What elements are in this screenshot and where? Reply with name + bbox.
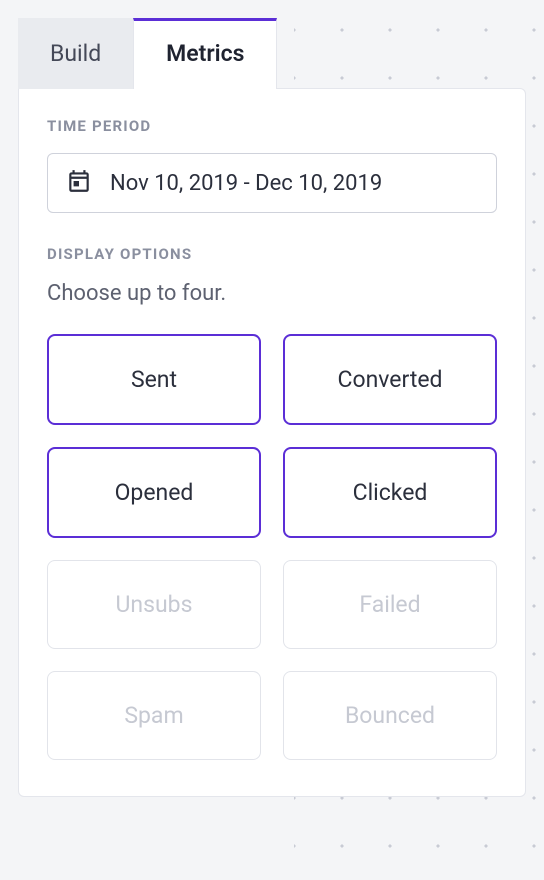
option-failed[interactable]: Failed — [283, 560, 497, 649]
option-spam[interactable]: Spam — [47, 671, 261, 760]
time-period-label: TIME PERIOD — [47, 117, 497, 135]
metrics-panel: TIME PERIOD Nov 10, 2019 - Dec 10, 2019 … — [18, 88, 526, 797]
option-opened[interactable]: Opened — [47, 447, 261, 538]
option-converted[interactable]: Converted — [283, 334, 497, 425]
date-range-value: Nov 10, 2019 - Dec 10, 2019 — [110, 171, 382, 196]
tab-build[interactable]: Build — [18, 18, 133, 89]
option-sent[interactable]: Sent — [47, 334, 261, 425]
date-range-picker[interactable]: Nov 10, 2019 - Dec 10, 2019 — [47, 153, 497, 213]
display-options-helper: Choose up to four. — [47, 281, 497, 306]
option-bounced[interactable]: Bounced — [283, 671, 497, 760]
option-clicked[interactable]: Clicked — [283, 447, 497, 538]
calendar-icon — [66, 168, 92, 198]
tab-bar: Build Metrics — [18, 18, 544, 89]
display-options-label: DISPLAY OPTIONS — [47, 245, 497, 263]
tab-metrics[interactable]: Metrics — [133, 18, 277, 89]
option-unsubs[interactable]: Unsubs — [47, 560, 261, 649]
display-options-grid: Sent Converted Opened Clicked Unsubs Fai… — [47, 334, 497, 760]
